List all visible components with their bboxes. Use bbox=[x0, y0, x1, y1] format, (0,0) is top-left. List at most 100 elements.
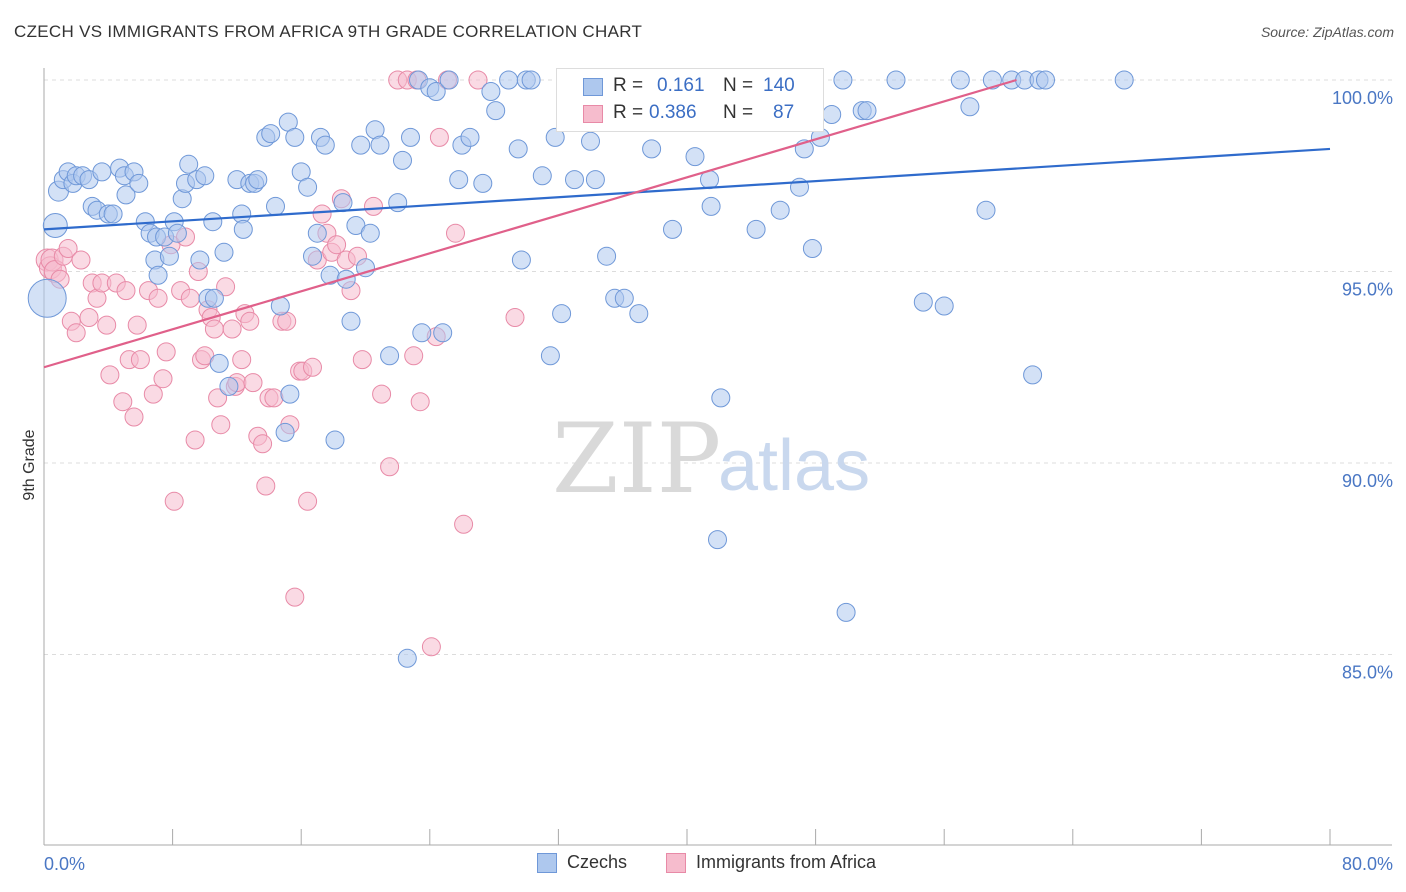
trend-lines bbox=[43, 78, 1331, 369]
czech-point bbox=[585, 170, 605, 190]
czech-point bbox=[179, 154, 199, 174]
czech-point bbox=[439, 70, 459, 90]
czech-point bbox=[802, 239, 822, 258]
czech-point bbox=[167, 223, 187, 243]
czech-point bbox=[388, 193, 408, 213]
czech-point bbox=[481, 82, 501, 101]
africa-trend-line bbox=[43, 78, 1017, 369]
czech-point bbox=[629, 304, 649, 324]
czech-point bbox=[532, 166, 552, 186]
czech-point bbox=[499, 70, 519, 90]
legend-r-value: 0.161 bbox=[657, 75, 705, 96]
czech-point bbox=[614, 288, 634, 308]
czech-point bbox=[597, 246, 617, 266]
czech-point bbox=[285, 127, 305, 147]
africa-point bbox=[352, 350, 372, 370]
czech-point bbox=[214, 242, 234, 262]
czech-point bbox=[960, 97, 980, 117]
czech-point bbox=[275, 422, 295, 442]
legend-n-label: N = bbox=[723, 102, 754, 123]
czech-point bbox=[219, 376, 239, 396]
africa-point bbox=[97, 315, 117, 335]
czech-point bbox=[233, 219, 253, 239]
czech-point bbox=[565, 170, 584, 190]
africa-point bbox=[372, 384, 392, 404]
czech-point bbox=[204, 288, 224, 308]
czech-point bbox=[746, 219, 766, 239]
africa-point bbox=[410, 392, 430, 412]
czech-point bbox=[280, 384, 300, 404]
czech-point bbox=[886, 70, 906, 90]
czech-point bbox=[261, 124, 281, 144]
bottom-legend-swatch-czechs bbox=[537, 853, 557, 873]
legend-r-label: R = bbox=[613, 102, 644, 123]
legend: R = 0.161 N = 140 R = 0.386 N = 87 bbox=[556, 68, 824, 132]
africa-point bbox=[232, 350, 252, 370]
czech-point bbox=[822, 105, 842, 124]
africa-point bbox=[153, 369, 173, 389]
africa-point bbox=[429, 127, 449, 147]
africa-point bbox=[164, 491, 184, 511]
africa-point bbox=[180, 288, 200, 308]
y-tick-label: 100.0% bbox=[1332, 88, 1393, 108]
czech-trend-line bbox=[43, 147, 1331, 231]
africa-point bbox=[130, 350, 150, 370]
czech-point bbox=[360, 223, 380, 243]
watermark-atlas: atlas bbox=[718, 426, 870, 506]
czech-point bbox=[701, 196, 721, 216]
czech-point bbox=[103, 204, 123, 224]
czech-point bbox=[159, 246, 179, 266]
czech-point bbox=[521, 70, 541, 90]
czech-point bbox=[833, 70, 853, 90]
africa-point bbox=[113, 392, 133, 412]
czech-point bbox=[685, 147, 705, 167]
watermark-zip: ZIP bbox=[552, 403, 721, 515]
czech-point bbox=[433, 323, 453, 343]
africa-point bbox=[327, 235, 347, 255]
czech-point bbox=[545, 127, 565, 147]
czech-point bbox=[307, 223, 327, 243]
czech-point bbox=[982, 70, 1002, 90]
africa-point bbox=[156, 342, 176, 362]
czech-point bbox=[552, 304, 572, 324]
y-tick-label: 85.0% bbox=[1342, 663, 1393, 683]
czech-point bbox=[913, 292, 933, 312]
y-tick-label: 95.0% bbox=[1342, 280, 1393, 300]
czech-point bbox=[412, 323, 432, 343]
africa-point bbox=[208, 388, 228, 408]
y-tick-label: 90.0% bbox=[1342, 471, 1393, 491]
czech-point bbox=[770, 200, 790, 220]
legend-swatch-africa bbox=[583, 105, 603, 123]
legend-n-value: 140 bbox=[763, 75, 795, 96]
africa-point bbox=[446, 223, 465, 243]
africa-point bbox=[127, 315, 147, 335]
czech-point bbox=[336, 269, 356, 289]
africa-point bbox=[421, 637, 441, 657]
bottom-legend-label-czechs: Czechs bbox=[567, 852, 628, 872]
legend-swatch-czechs bbox=[583, 78, 603, 96]
czech-point bbox=[401, 127, 420, 147]
czech-point bbox=[248, 170, 268, 190]
axes bbox=[43, 68, 1392, 846]
africa-point bbox=[253, 434, 273, 454]
africa-point bbox=[124, 407, 144, 427]
czech-point bbox=[380, 346, 400, 366]
y-axis-label: 9th Grade bbox=[21, 429, 38, 500]
czech-point bbox=[708, 530, 727, 550]
africa-point bbox=[256, 476, 276, 496]
czech-point bbox=[711, 388, 731, 408]
czech-point bbox=[129, 173, 149, 193]
czech-point bbox=[203, 212, 223, 232]
czech-point bbox=[393, 150, 412, 170]
africa-point bbox=[264, 388, 284, 408]
czech-point bbox=[511, 250, 531, 270]
czech-point bbox=[315, 135, 335, 155]
czech-point bbox=[209, 353, 229, 373]
africa-point bbox=[303, 357, 322, 377]
africa-point bbox=[468, 70, 488, 90]
czech-point bbox=[266, 196, 285, 216]
bottom-legend-label-africa: Immigrants from Africa bbox=[696, 852, 877, 872]
source-label: Source: ZipAtlas.com bbox=[1260, 24, 1394, 40]
czech-point bbox=[148, 265, 168, 285]
